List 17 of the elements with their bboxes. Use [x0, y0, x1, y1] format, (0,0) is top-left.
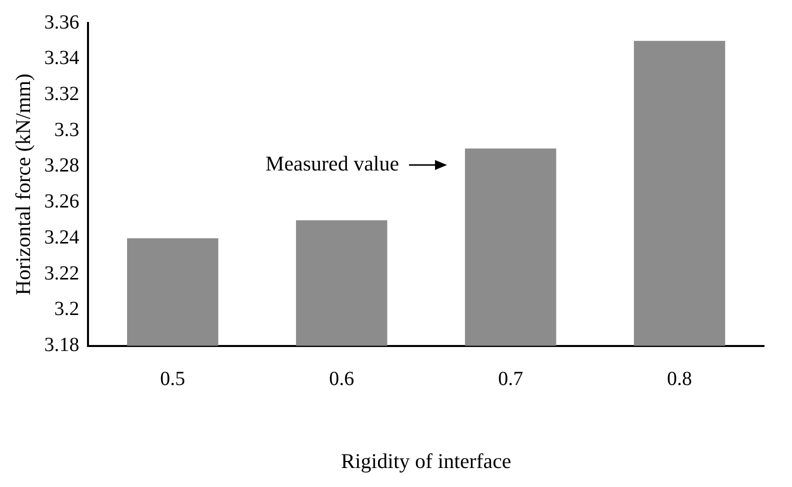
y-tick-label: 3.2 [54, 298, 80, 320]
annotation: Measured value [266, 152, 400, 176]
x-tick-label: 0.5 [160, 368, 186, 390]
y-tick-label: 3.36 [44, 11, 80, 34]
x-axis-title: Rigidity of interface [340, 448, 512, 473]
y-tick-label: 3.28 [44, 154, 80, 177]
x-tick-label: 0.8 [667, 368, 692, 390]
y-tick-label: 3.24 [44, 226, 80, 248]
x-tick-label: 0.7 [498, 368, 524, 390]
y-axis-title: Horizontal force (kN/mm) [11, 74, 36, 296]
y-tick-label: 3.18 [44, 334, 80, 356]
x-tick-label: 0.6 [329, 368, 354, 390]
y-tick-label: 3.26 [44, 190, 80, 213]
y-tick-label: 3.32 [44, 82, 80, 105]
y-tick-label: 3.22 [44, 262, 80, 284]
y-tick-label: 3.3 [54, 118, 80, 141]
y-tick-label: 3.34 [44, 47, 80, 70]
